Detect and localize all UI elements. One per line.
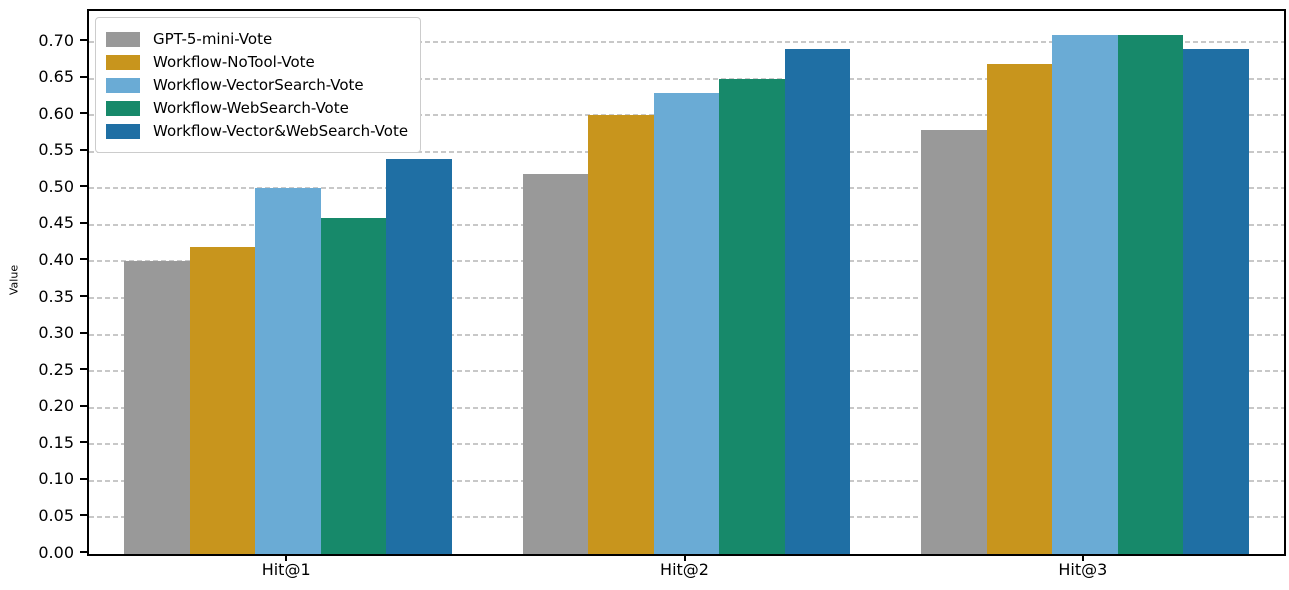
bar-Hit@1-Workflow-VectorSearch-Vote [255,188,321,554]
bar-Hit@1-Workflow-WebSearch-Vote [320,217,387,554]
legend-item: GPT-5-mini-Vote [106,29,408,49]
bar-Hit@3-Workflow-Vector&WebSearch-Vote [1183,49,1249,554]
bar-Hit@2-Workflow-Vector&WebSearch-Vote [784,49,851,554]
y-tick-label: 0.70 [38,30,74,50]
y-tick-mark [80,514,87,517]
bar-Hit@3-Workflow-VectorSearch-Vote [1052,34,1118,554]
y-tick-label: 0.15 [38,432,74,452]
y-tick-label: 0.25 [38,359,74,379]
bar-Hit@2-Workflow-WebSearch-Vote [719,78,785,554]
legend: GPT-5-mini-Vote Workflow-NoTool-Vote Workf… [95,17,422,153]
y-tick-label: 0.40 [38,249,74,269]
gridline [89,77,1284,80]
bar-Hit@3-Workflow-WebSearch-Vote [1117,34,1184,554]
x-tick-mark [683,554,686,561]
y-tick-label: 0.50 [38,176,74,196]
y-tick-label: 0.20 [38,396,74,416]
legend-label: Workflow-VectorSearch-Vote [153,76,364,94]
y-tick-mark [80,75,87,78]
x-category-label: Hit@1 [261,560,311,579]
legend-item: Workflow-NoTool-Vote [106,52,408,72]
bar-Hit@1-Workflow-NoTool-Vote [189,246,256,554]
x-category-label: Hit@3 [1058,560,1108,579]
y-tick-label: 0.30 [38,323,74,343]
y-tick-mark [80,258,87,261]
y-tick-mark [80,551,87,553]
y-tick-mark [80,368,87,371]
bar-Hit@3-Workflow-NoTool-Vote [986,64,1053,554]
y-tick-mark [80,441,87,444]
legend-label: Workflow-WebSearch-Vote [153,99,349,117]
gridline [89,41,1284,44]
legend-item: Workflow-Vector&WebSearch-Vote [106,121,408,141]
x-category-label: Hit@2 [660,560,709,579]
y-tick-mark [80,404,87,407]
bar-Hit@2-Workflow-VectorSearch-Vote [653,93,720,554]
bar-Hit@1-GPT-5-mini-Vote [124,261,190,554]
y-tick-mark [80,185,87,188]
y-tick-label: 0.05 [38,505,74,525]
bar-Hit@1-Workflow-Vector&WebSearch-Vote [386,159,452,554]
y-tick-label: 0.00 [38,542,74,562]
y-tick-label: 0.45 [38,213,74,233]
legend-item: Workflow-VectorSearch-Vote [106,75,408,95]
y-tick-mark [80,148,87,151]
legend-label: Workflow-Vector&WebSearch-Vote [153,122,409,140]
bar-Hit@2-Workflow-NoTool-Vote [588,115,654,554]
legend-swatch-icon [106,123,140,139]
y-tick-mark [80,221,87,224]
y-tick-label: 0.35 [38,286,74,306]
legend-swatch-icon [106,54,140,70]
bar-Hit@2-GPT-5-mini-Vote [522,173,589,554]
y-tick-mark [80,477,87,480]
legend-label: Workflow-NoTool-Vote [153,53,315,71]
x-tick-mark [1081,554,1084,561]
y-tick-mark [80,39,87,42]
legend-swatch-icon [106,100,140,116]
y-tick-mark [80,112,87,115]
y-tick-label: 0.65 [38,67,74,87]
y-tick-label: 0.10 [38,469,74,489]
y-tick-mark [80,295,87,298]
bar-Hit@3-GPT-5-mini-Vote [921,129,987,554]
legend-swatch-icon [106,31,140,47]
legend-label: GPT-5-mini-Vote [153,30,273,48]
y-tick-label: 0.55 [38,140,74,160]
legend-swatch-icon [106,77,140,93]
y-tick-mark [80,331,87,334]
legend-item: Workflow-WebSearch-Vote [106,98,408,118]
y-tick-label: 0.60 [38,103,74,123]
plot-area: GPT-5-mini-Vote Workflow-NoTool-Vote Workf… [87,9,1286,556]
x-tick-mark [285,554,288,561]
